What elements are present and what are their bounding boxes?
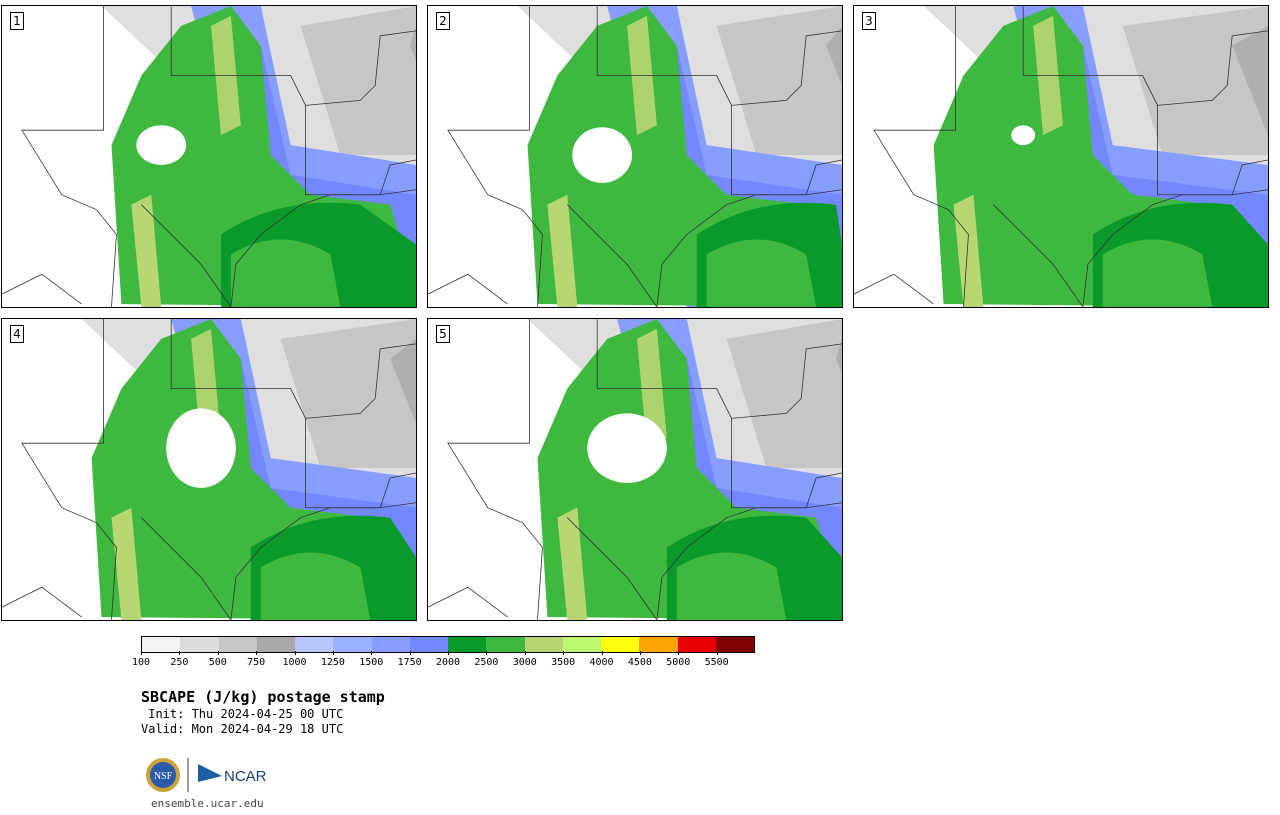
colorbar-swatch [180, 637, 219, 652]
colorbar-tick-label: 4500 [628, 651, 652, 668]
colorbar-tick-label: 5500 [705, 651, 729, 668]
colorbar-swatch [371, 637, 410, 652]
colorbar-tick-label: 3000 [513, 651, 537, 668]
colorbar-swatch [256, 637, 295, 652]
colorbar-swatch [639, 637, 678, 652]
colorbar-swatch [562, 637, 601, 652]
panel-label: 3 [862, 12, 876, 30]
valid-time: Valid: Mon 2024-04-29 18 UTC [141, 722, 344, 736]
nsf-logo: NSF [146, 758, 180, 792]
cape-map [428, 319, 842, 620]
colorbar-tick-label: 500 [209, 651, 227, 668]
panel-4: 4 [1, 318, 417, 621]
colorbar-swatch [486, 637, 525, 652]
panel-5: 5 [427, 318, 843, 621]
svg-text:NSF: NSF [154, 771, 173, 782]
colorbar-tick-label: 1250 [321, 651, 345, 668]
colorbar-swatch [715, 637, 754, 652]
colorbar-swatch [142, 637, 181, 652]
colorbar-swatch [524, 637, 563, 652]
panel-label: 4 [10, 325, 24, 343]
colorbar-swatch [333, 637, 372, 652]
colorbar-tick-label: 250 [170, 651, 188, 668]
colorbar [141, 636, 755, 653]
panel-1: 1 [1, 5, 417, 308]
panel-2: 2 [427, 5, 843, 308]
colorbar-swatch [409, 637, 448, 652]
colorbar-tick-label: 3500 [551, 651, 575, 668]
colorbar-swatch [677, 637, 716, 652]
colorbar-swatch [295, 637, 334, 652]
colorbar-tick-label: 750 [247, 651, 265, 668]
init-time: Init: Thu 2024-04-25 00 UTC [141, 707, 344, 721]
colorbar-swatch [448, 637, 487, 652]
colorbar-tick-label: 4000 [589, 651, 614, 668]
colorbar-tick-label: 1500 [359, 651, 383, 668]
colorbar-swatch [218, 637, 257, 652]
colorbar-tick-label: 100 [132, 651, 150, 668]
colorbar-tick-label: 2000 [436, 651, 460, 668]
colorbar-tick-label: 1750 [398, 651, 422, 668]
cape-map [2, 6, 416, 307]
chart-title: SBCAPE (J/kg) postage stamp [141, 688, 385, 706]
colorbar-tick-label: 1000 [282, 651, 307, 668]
panel-label: 5 [436, 325, 450, 343]
nsf-ncar-logos: NSF NCAR [146, 758, 267, 792]
panel-label: 1 [10, 12, 24, 30]
colorbar-ticks: 100 250 500 750 1000 1250 1500 1750 2000 2500 3000… [132, 651, 755, 672]
colorbar-tick-label: 2500 [474, 651, 498, 668]
site-url: ensemble.ucar.edu [151, 797, 264, 810]
ncar-logo: NCAR [198, 764, 267, 785]
svg-text:NCAR: NCAR [224, 768, 267, 785]
colorbar-swatch [601, 637, 640, 652]
cape-map [854, 6, 1268, 307]
colorbar-tick-label: 5000 [666, 651, 690, 668]
panel-3: 3 [853, 5, 1269, 308]
panel-label: 2 [436, 12, 450, 30]
cape-map [428, 6, 842, 307]
cape-map [2, 319, 416, 620]
